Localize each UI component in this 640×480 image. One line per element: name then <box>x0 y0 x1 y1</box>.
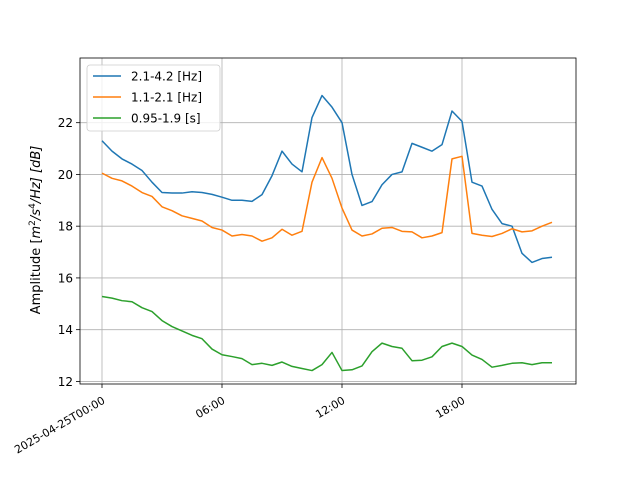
y-tick-label: 20 <box>58 168 73 182</box>
legend-box <box>86 64 221 132</box>
legend: 2.1-4.2 [Hz] 1.1-2.1 [Hz] 0.95-1.9 [s] <box>86 64 221 132</box>
series-line-2 <box>101 155 553 242</box>
ylabel-prefix: Amplitude [ <box>29 238 44 314</box>
x-tick-label: 06:00 <box>193 394 227 421</box>
series-line-1 <box>101 94 553 264</box>
y-axis: 12 14 16 18 20 22 <box>58 116 80 389</box>
ylabel-suffix: /Hz] [dB] <box>29 146 44 205</box>
legend-label: 0.95-1.9 [s] <box>131 112 201 126</box>
x-axis: 2025-04-25T00:00 06:00 12:00 18:00 <box>12 384 467 456</box>
y-tick-label: 16 <box>58 271 73 285</box>
x-tick-label: 18:00 <box>433 394 467 421</box>
y-tick-label: 12 <box>58 375 73 389</box>
series-line-3 <box>101 295 552 372</box>
plot-frame <box>79 57 577 385</box>
series-lines <box>101 94 553 372</box>
grid <box>80 58 576 384</box>
x-tick-label: 2025-04-25T00:00 <box>12 394 107 456</box>
y-tick-label: 22 <box>58 116 73 130</box>
y-axis-label: Amplitude [m2/s4/Hz] [dB] <box>28 146 44 315</box>
x-tick-label: 12:00 <box>313 394 347 421</box>
ylabel-m: m <box>29 226 44 239</box>
ylabel-s: /s <box>29 209 44 221</box>
y-tick-label: 14 <box>58 323 73 337</box>
ylabel-exp-4: 4 <box>28 203 38 209</box>
y-tick-label: 18 <box>58 220 73 234</box>
legend-label: 2.1-4.2 [Hz] <box>131 70 202 84</box>
ylabel-exp-2: 2 <box>28 220 38 226</box>
legend-label: 1.1-2.1 [Hz] <box>131 91 202 105</box>
